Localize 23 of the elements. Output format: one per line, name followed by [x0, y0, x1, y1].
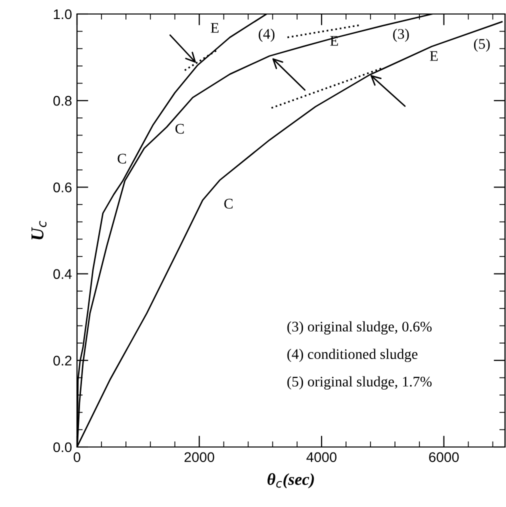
y-tick-label: 0.0 — [53, 442, 72, 452]
annotation: (4) — [258, 28, 274, 42]
y-tick-label: 0.8 — [53, 96, 72, 106]
x-tick-label: 4000 — [306, 452, 336, 462]
annotation: (5) — [474, 38, 490, 52]
annotation: C — [118, 154, 126, 164]
x-tick-label: 6000 — [429, 452, 459, 462]
y-tick-label: 0.2 — [53, 356, 72, 366]
x-tick-label: 2000 — [184, 452, 214, 462]
annotation: (4) conditioned sludge — [287, 348, 418, 362]
y-tick-label: 0.6 — [53, 182, 72, 192]
x-axis-title: θ$_{c}$(sec) — [268, 473, 314, 488]
annotation: (5) original sludge, 1.7% — [287, 376, 432, 390]
annotation: E — [430, 51, 438, 61]
annotation: E — [210, 23, 219, 33]
annotation: C — [224, 198, 233, 209]
annotation: (3) original sludge, 0.6% — [287, 321, 432, 335]
annotation: C — [175, 124, 184, 134]
x-tick-label: 0 — [74, 452, 80, 462]
y-tick-label: 1.0 — [54, 9, 72, 20]
y-tick-label: 0.4 — [53, 269, 72, 279]
annotation: (3) — [393, 28, 409, 42]
y-axis-title: U$_{c}$ — [32, 220, 46, 240]
